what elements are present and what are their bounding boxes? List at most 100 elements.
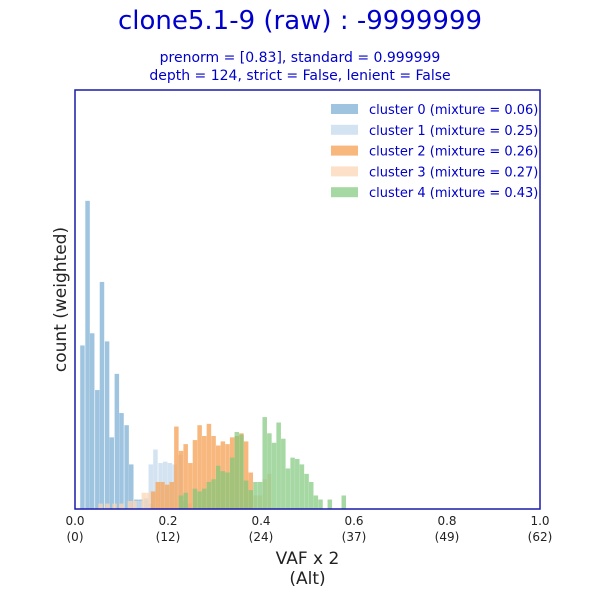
bar-series-4-13 [243, 480, 249, 509]
bar-series-2-3 [164, 484, 170, 509]
legend: cluster 0 (mixture = 0.06) cluster 1 (mix… [331, 103, 538, 201]
bar-series-4-15 [253, 481, 258, 509]
legend-label-0: cluster 0 (mixture = 0.06) [369, 103, 538, 118]
chart-subtitle-line-2: depth = 124, strict = False, lenient = F… [149, 68, 451, 84]
bar-series-2-13 [211, 436, 216, 509]
bar-series-0-3 [95, 390, 100, 509]
bar-series-4-31 [341, 495, 347, 509]
legend-label-4: cluster 4 (mixture = 0.43) [369, 186, 538, 201]
bar-series-4-2 [192, 488, 198, 509]
bar-series-0-10 [129, 464, 134, 509]
bar-series-4-23 [290, 457, 295, 509]
bar-series-4-6 [211, 479, 216, 509]
bar-series-4-22 [285, 468, 291, 509]
bar-series-2-6 [178, 450, 184, 509]
x-tick-label-0: 0.0 [65, 514, 84, 528]
bar-series-2-2 [160, 481, 165, 509]
x-tick-sublabel-4: (49) [435, 530, 460, 544]
bar-series-0-9 [124, 425, 129, 509]
bar-series-3-2 [112, 503, 117, 509]
bar-series-2-1 [155, 481, 161, 509]
bar-series-0-6 [109, 437, 114, 509]
bar-series-2-0 [150, 491, 156, 509]
bar-series-2-4 [169, 481, 174, 509]
bar-series-4-26 [304, 473, 309, 509]
bar-series-4-12 [239, 434, 244, 509]
legend-label-3: cluster 3 (mixture = 0.27) [369, 165, 538, 180]
series-4 [178, 417, 347, 509]
bar-series-4-1 [183, 492, 188, 509]
bar-series-2-11 [202, 436, 207, 509]
x-axis-label-line-0: VAF x 2 [276, 549, 340, 569]
bar-series-0-8 [119, 413, 124, 509]
bar-series-4-28 [313, 495, 319, 509]
bar-series-4-5 [206, 481, 212, 509]
bar-series-2-20 [243, 441, 249, 509]
bar-series-3-6 [141, 492, 147, 509]
bar-series-4-20 [276, 422, 281, 509]
x-tick-label-4: 0.8 [437, 514, 456, 528]
bar-series-1-3 [148, 464, 154, 509]
x-tick-sublabel-3: (37) [342, 530, 367, 544]
x-tick-label-2: 0.4 [251, 514, 270, 528]
bar-series-4-10 [229, 457, 235, 509]
bar-series-2-9 [192, 440, 198, 509]
bar-series-4-27 [308, 481, 314, 509]
bar-series-3-0 [98, 503, 103, 509]
legend-swatch-3 [331, 166, 358, 177]
chart-title: clone5.1-9 (raw) : -9999999 [117, 6, 483, 36]
bar-series-3-5 [132, 500, 137, 509]
x-tick-sublabel-1: (12) [156, 530, 181, 544]
x-tick-label-1: 0.2 [158, 514, 177, 528]
bar-series-0-2 [89, 333, 95, 509]
bar-series-1-4 [153, 449, 158, 509]
bar-series-4-7 [215, 465, 221, 509]
bar-series-4-9 [225, 472, 230, 509]
bar-series-3-7 [146, 492, 151, 509]
x-tick-label-5: 1.0 [530, 514, 549, 528]
bar-series-4-19 [271, 442, 277, 509]
legend-swatch-2 [331, 145, 358, 156]
bar-series-2-5 [174, 426, 179, 509]
bar-series-4-16 [257, 481, 263, 509]
bar-series-2-7 [183, 444, 188, 509]
bar-series-2-10 [197, 425, 202, 509]
bar-series-3-3 [119, 503, 124, 509]
bar-series-3-4 [127, 500, 133, 509]
bar-series-2-12 [206, 423, 212, 509]
bar-series-1-2 [143, 498, 149, 509]
legend-swatch-0 [331, 104, 358, 114]
bar-series-4-24 [295, 458, 300, 509]
x-axis-label-line-1: (Alt) [289, 569, 325, 589]
bar-series-2-8 [188, 463, 193, 509]
legend-label-2: cluster 2 (mixture = 0.26) [369, 145, 538, 160]
bar-series-4-29 [318, 499, 323, 509]
bar-series-0-0 [80, 345, 85, 509]
y-axis-label: count (weighted) [51, 227, 71, 372]
bar-series-1-1 [138, 500, 144, 509]
x-tick-sublabel-2: (24) [249, 530, 274, 544]
legend-swatch-1 [331, 124, 358, 135]
bar-series-4-18 [267, 433, 272, 509]
bar-series-4-8 [220, 471, 226, 509]
chart-subtitle-line-1: prenorm = [0.83], standard = 0.999999 [159, 50, 441, 66]
bar-series-4-3 [197, 491, 202, 509]
bar-series-0-4 [99, 281, 105, 509]
bar-series-0-1 [85, 200, 90, 509]
bar-series-4-30 [327, 499, 333, 509]
x-tick-sublabel-5: (62) [528, 530, 553, 544]
plot-frame [74, 89, 541, 510]
bar-series-3-1 [105, 503, 110, 509]
bar-series-4-21 [281, 438, 286, 509]
bar-series-4-17 [262, 417, 267, 509]
bar-series-4-11 [234, 431, 240, 509]
series-0 [80, 200, 154, 509]
x-tick-label-3: 0.6 [344, 514, 363, 528]
bar-series-0-5 [104, 341, 110, 509]
bar-series-4-0 [178, 495, 184, 509]
x-tick-sublabel-0: (0) [67, 530, 84, 544]
bar-series-0-7 [114, 373, 120, 509]
bar-series-4-14 [248, 490, 254, 509]
legend-label-1: cluster 1 (mixture = 0.25) [369, 124, 538, 139]
